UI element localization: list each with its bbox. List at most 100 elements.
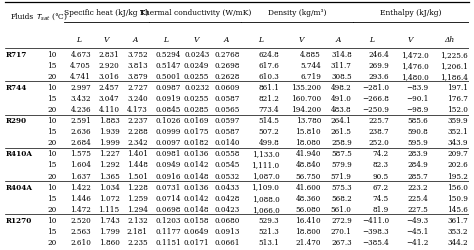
Text: −266.8: −266.8 [362, 95, 389, 103]
Text: 18.080: 18.080 [296, 139, 321, 147]
Text: 0.0661: 0.0661 [215, 238, 240, 246]
Text: 15: 15 [47, 95, 56, 103]
Text: 223.2: 223.2 [408, 183, 428, 191]
Text: R1270: R1270 [6, 216, 33, 224]
Text: L: L [369, 36, 374, 44]
Text: 0.0999: 0.0999 [155, 128, 181, 136]
Text: 1.448: 1.448 [127, 161, 148, 169]
Text: 20: 20 [47, 205, 56, 213]
Text: 283.9: 283.9 [408, 150, 428, 158]
Text: −411.0: −411.0 [362, 216, 389, 224]
Text: 261.5: 261.5 [331, 128, 352, 136]
Text: A: A [132, 36, 138, 44]
Text: 1,088.0: 1,088.0 [252, 194, 280, 202]
Text: 74.5: 74.5 [373, 194, 389, 202]
Text: 2.727: 2.727 [127, 84, 148, 92]
Text: 499.8: 499.8 [259, 139, 280, 147]
Text: V: V [299, 36, 304, 44]
Text: 0.2698: 0.2698 [215, 62, 240, 70]
Text: 0.0158: 0.0158 [184, 216, 210, 224]
Text: 314.8: 314.8 [331, 50, 352, 58]
Text: 1.637: 1.637 [70, 172, 91, 180]
Text: 15: 15 [47, 194, 56, 202]
Text: 0.0255: 0.0255 [184, 95, 210, 103]
Text: 10: 10 [47, 84, 56, 92]
Text: 1,476.0: 1,476.0 [401, 62, 428, 70]
Text: 0.0714: 0.0714 [155, 194, 181, 202]
Text: 0.5294: 0.5294 [155, 50, 181, 58]
Text: 1,109.0: 1,109.0 [252, 183, 280, 191]
Text: 135.200: 135.200 [291, 84, 321, 92]
Text: A: A [223, 36, 229, 44]
Text: 67.2: 67.2 [373, 183, 389, 191]
Text: 308.5: 308.5 [331, 73, 352, 80]
Text: 252.0: 252.0 [368, 139, 389, 147]
Text: 56.750: 56.750 [296, 172, 321, 180]
Text: 1.365: 1.365 [99, 172, 119, 180]
Text: 1,225.6: 1,225.6 [440, 50, 468, 58]
Text: 0.0680: 0.0680 [215, 216, 240, 224]
Text: 0.2628: 0.2628 [215, 73, 240, 80]
Text: 0.0097: 0.0097 [155, 139, 181, 147]
Text: 0.1203: 0.1203 [155, 216, 181, 224]
Text: 56.080: 56.080 [296, 205, 321, 213]
Text: 0.0731: 0.0731 [155, 183, 181, 191]
Text: 0.0169: 0.0169 [184, 117, 210, 125]
Text: 238.7: 238.7 [368, 128, 389, 136]
Text: L: L [76, 36, 81, 44]
Text: $T_{sat}$ (°C): $T_{sat}$ (°C) [36, 12, 68, 22]
Text: 48.840: 48.840 [296, 161, 321, 169]
Text: 15.810: 15.810 [295, 128, 321, 136]
Text: 590.8: 590.8 [408, 128, 428, 136]
Text: 513.1: 513.1 [258, 238, 280, 246]
Text: 20: 20 [47, 238, 56, 246]
Text: 5.744: 5.744 [301, 62, 321, 70]
Text: R290: R290 [6, 117, 27, 125]
Text: R717: R717 [6, 50, 27, 58]
Text: 4.673: 4.673 [70, 50, 91, 58]
Text: 0.1151: 0.1151 [155, 238, 181, 246]
Text: 227.5: 227.5 [408, 205, 428, 213]
Text: V: V [104, 36, 109, 44]
Text: 21.470: 21.470 [296, 238, 321, 246]
Text: 0.0845: 0.0845 [155, 106, 181, 114]
Text: 0.0433: 0.0433 [215, 183, 240, 191]
Text: 561.0: 561.0 [331, 205, 352, 213]
Text: 0.0428: 0.0428 [215, 194, 240, 202]
Text: 1.034: 1.034 [99, 183, 119, 191]
Text: 2.288: 2.288 [127, 128, 148, 136]
Text: 861.1: 861.1 [258, 84, 280, 92]
Text: 1,472.0: 1,472.0 [401, 50, 428, 58]
Text: −49.3: −49.3 [406, 216, 428, 224]
Text: 610.3: 610.3 [259, 73, 280, 80]
Text: 568.2: 568.2 [331, 194, 352, 202]
Text: 269.9: 269.9 [368, 62, 389, 70]
Text: 246.4: 246.4 [368, 50, 389, 58]
Text: 10: 10 [47, 216, 56, 224]
Text: 225.4: 225.4 [408, 194, 428, 202]
Text: 1.743: 1.743 [99, 216, 119, 224]
Text: 1.799: 1.799 [99, 227, 119, 235]
Text: 0.0919: 0.0919 [155, 95, 181, 103]
Text: 1.401: 1.401 [127, 150, 148, 158]
Text: L: L [259, 36, 264, 44]
Text: 3.813: 3.813 [128, 62, 148, 70]
Text: 353.2: 353.2 [447, 227, 468, 235]
Text: 0.0913: 0.0913 [215, 227, 240, 235]
Text: 3.752: 3.752 [128, 50, 148, 58]
Text: 1,133.0: 1,133.0 [252, 150, 280, 158]
Text: 343.9: 343.9 [447, 139, 468, 147]
Text: 4.173: 4.173 [127, 106, 148, 114]
Text: 2.457: 2.457 [99, 84, 119, 92]
Text: 10: 10 [47, 183, 56, 191]
Text: 202.6: 202.6 [447, 161, 468, 169]
Text: 1.939: 1.939 [99, 128, 119, 136]
Text: 20: 20 [47, 172, 56, 180]
Text: 2.181: 2.181 [127, 227, 148, 235]
Text: 2.342: 2.342 [128, 139, 148, 147]
Text: 1.228: 1.228 [127, 183, 148, 191]
Text: 1,480.0: 1,480.0 [401, 73, 428, 80]
Text: 2.235: 2.235 [128, 238, 148, 246]
Text: 529.3: 529.3 [259, 216, 280, 224]
Text: 1.999: 1.999 [99, 139, 119, 147]
